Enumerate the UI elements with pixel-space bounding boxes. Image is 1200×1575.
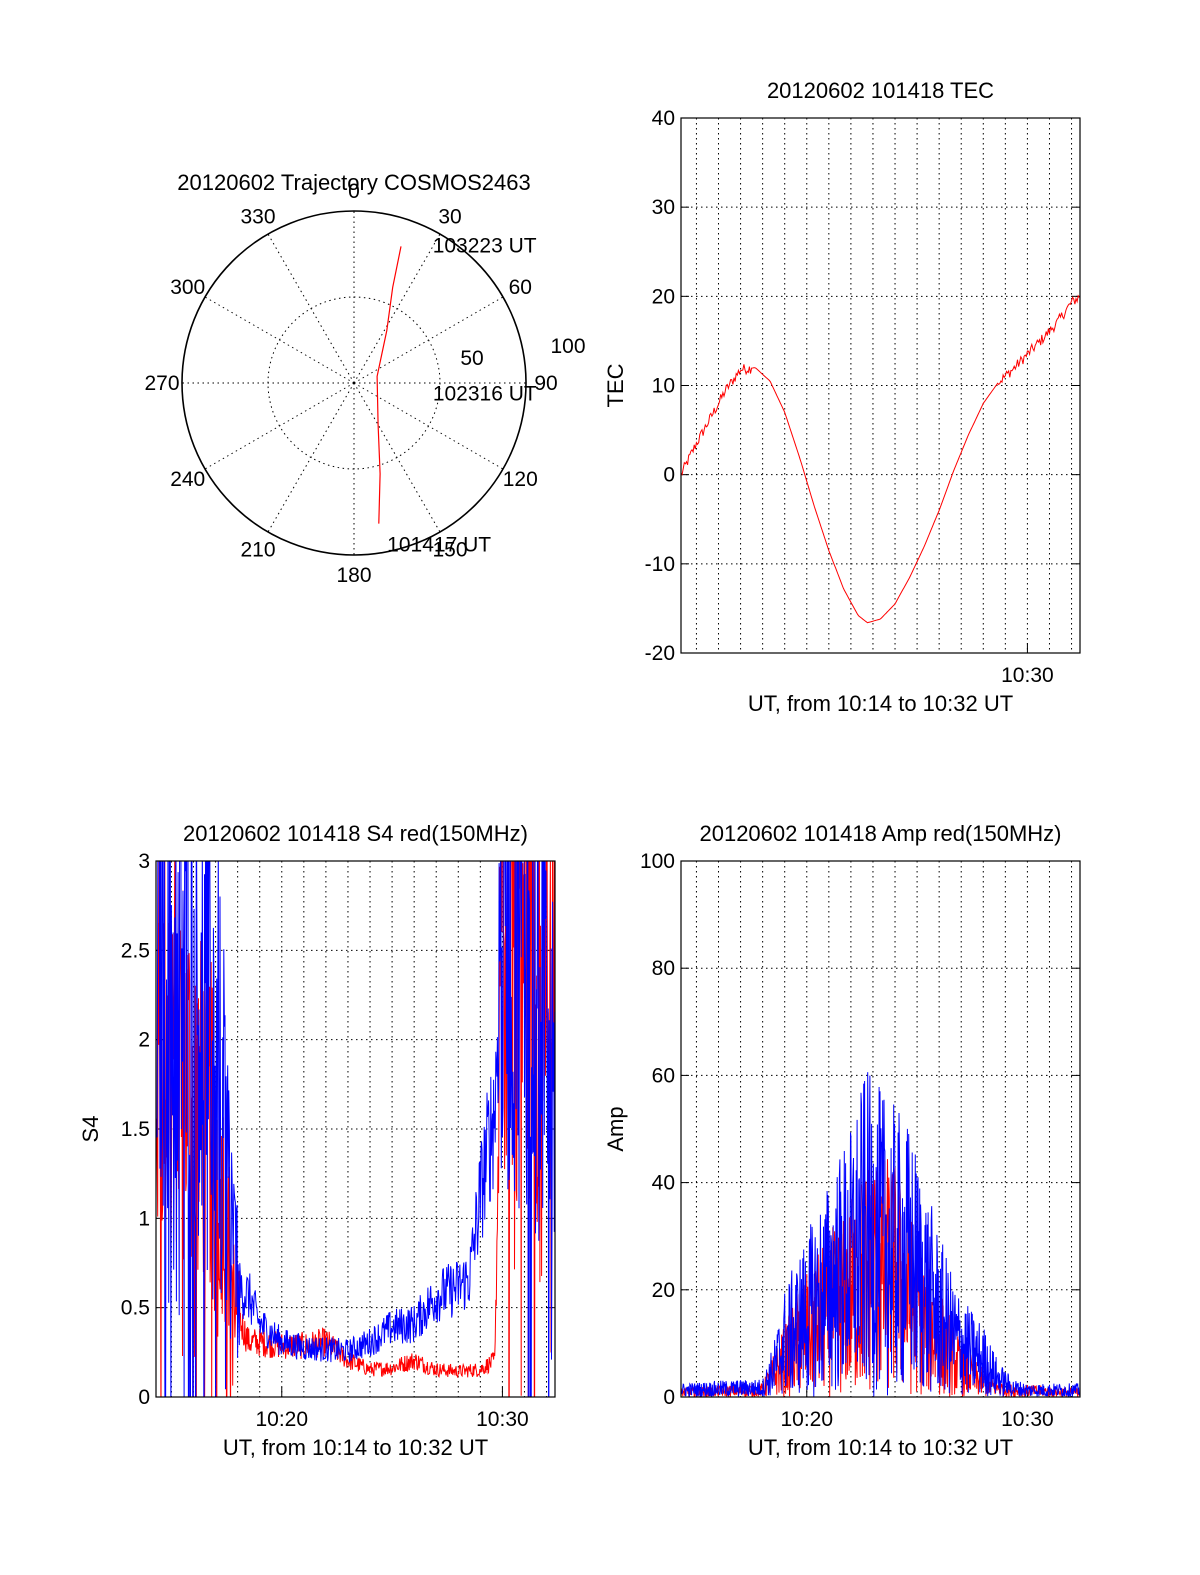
y-tick-label: 0.5 bbox=[121, 1297, 150, 1320]
polar-azimuth-label: 0 bbox=[348, 180, 360, 203]
polar-azimuth-label: 60 bbox=[509, 276, 532, 299]
polar-azimuth-label: 270 bbox=[144, 372, 179, 395]
y-tick-label: 40 bbox=[652, 107, 675, 130]
s4-panel: 20120602 101418 S4 red(150MHz) 0 0.5 1 1.5 2 2… bbox=[78, 821, 556, 1460]
y-tick-label: 30 bbox=[652, 196, 675, 219]
y-tick-label: 2.5 bbox=[121, 939, 150, 962]
x-axis-label: UT, from 10:14 to 10:32 UT bbox=[748, 1435, 1013, 1460]
y-tick-label: 100 bbox=[640, 850, 675, 873]
polar-azimuth-label: 210 bbox=[240, 538, 275, 561]
y-tick-label: 0 bbox=[663, 1386, 675, 1409]
y-tick-label: 20 bbox=[652, 285, 675, 308]
polar-outer-circle bbox=[181, 210, 527, 556]
x-axis-label: UT, from 10:14 to 10:32 UT bbox=[748, 691, 1013, 716]
polar-azimuth-label: 300 bbox=[170, 276, 205, 299]
y-tick-label: 1 bbox=[138, 1207, 150, 1230]
trajectory-time-label: 101417 UT bbox=[387, 533, 491, 556]
y-tick-label: 80 bbox=[652, 957, 675, 980]
x-tick-label: 10:30 bbox=[1001, 664, 1054, 687]
amp-panel: 20120602 101418 Amp red(150MHz) 0 20 40 60 80… bbox=[603, 821, 1081, 1460]
chart-title: 20120602 101418 Amp red(150MHz) bbox=[699, 821, 1061, 846]
polar-radius-label: 100 bbox=[550, 335, 585, 358]
y-axis-label: S4 bbox=[78, 1116, 103, 1143]
polar-spoke bbox=[204, 296, 355, 384]
chart-title: 20120602 101418 S4 red(150MHz) bbox=[183, 821, 528, 846]
series-line-blue bbox=[156, 861, 555, 1397]
x-tick-label: 10:30 bbox=[1001, 1408, 1054, 1431]
plot-frame bbox=[155, 860, 556, 1398]
y-tick-label: -10 bbox=[645, 553, 675, 576]
trajectory-time-label: 103223 UT bbox=[433, 235, 537, 258]
y-tick-label: -20 bbox=[645, 642, 675, 665]
polar-title: 20120602 Trajectory COSMOS2463 bbox=[177, 170, 530, 195]
x-tick-label: 10:20 bbox=[780, 1408, 833, 1431]
x-axis-label: UT, from 10:14 to 10:32 UT bbox=[223, 1435, 488, 1460]
polar-azimuth-label: 90 bbox=[534, 372, 557, 395]
y-axis-label: TEC bbox=[603, 363, 628, 407]
x-tick-label: 10:20 bbox=[255, 1408, 308, 1431]
y-tick-label: 20 bbox=[652, 1279, 675, 1302]
y-axis-label: Amp bbox=[603, 1106, 628, 1151]
polar-azimuth-label: 240 bbox=[170, 468, 205, 491]
polar-spoke bbox=[353, 382, 504, 470]
polar-spoke bbox=[267, 382, 355, 533]
series-line-blue bbox=[681, 1072, 1080, 1397]
polar-azimuth-label: 150 bbox=[432, 538, 467, 561]
trajectory-time-label: 102316 UT bbox=[433, 382, 537, 405]
polar-spoke bbox=[353, 296, 504, 384]
y-tick-label: 0 bbox=[663, 464, 675, 487]
polar-spoke bbox=[353, 233, 441, 384]
polar-azimuth-label: 330 bbox=[240, 206, 275, 229]
polar-spoke bbox=[353, 382, 441, 533]
trajectory-line bbox=[376, 246, 402, 524]
chart-title: 20120602 101418 TEC bbox=[767, 78, 994, 103]
y-tick-label: 0 bbox=[138, 1386, 150, 1409]
polar-azimuth-label: 120 bbox=[503, 468, 538, 491]
polar-spoke bbox=[204, 382, 355, 470]
series-line-red bbox=[681, 294, 1080, 624]
plot-frame bbox=[680, 860, 1081, 1398]
polar-azimuth-label: 30 bbox=[438, 206, 461, 229]
y-tick-label: 40 bbox=[652, 1172, 675, 1195]
polar-radius-label: 50 bbox=[460, 347, 483, 370]
y-tick-label: 3 bbox=[138, 850, 150, 873]
y-tick-label: 60 bbox=[652, 1064, 675, 1087]
y-tick-label: 2 bbox=[138, 1029, 150, 1052]
y-tick-label: 1.5 bbox=[121, 1118, 150, 1141]
polar-spoke bbox=[267, 233, 355, 384]
x-tick-label: 10:30 bbox=[476, 1408, 529, 1431]
polar-azimuth-label: 180 bbox=[336, 564, 371, 587]
y-tick-label: 10 bbox=[652, 375, 675, 398]
series-line-red bbox=[156, 861, 555, 1397]
plot-frame bbox=[680, 117, 1081, 654]
tec-panel: 20120602 101418 TEC -20 -10 0 10 20 30 40 10:30 U… bbox=[603, 78, 1081, 716]
